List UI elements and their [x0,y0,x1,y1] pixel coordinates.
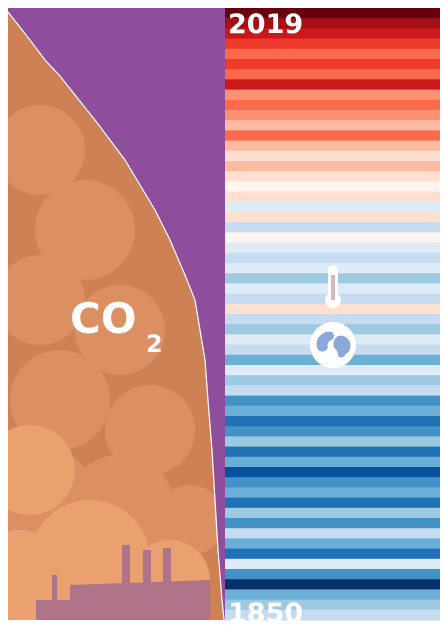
stripe [225,538,440,550]
stripe [225,59,440,70]
stripe [225,242,440,254]
emission-edge [7,11,225,621]
stripe [225,395,440,407]
stripe [225,416,440,427]
factory [36,545,210,620]
stripe [225,8,440,19]
stripe [225,365,440,376]
globe-icon [310,322,356,368]
stripe [225,201,440,213]
stripe [225,48,440,60]
thermometer-icon [325,265,341,308]
stripe [225,38,440,50]
warming-stripes [225,8,440,621]
stripe [225,303,440,315]
bottom-year: 1850 [228,598,303,625]
stripe [225,79,440,91]
stripe [225,18,440,29]
stripe [225,609,440,621]
stripe [225,150,440,162]
stripe [225,110,440,121]
stripe [225,314,440,325]
stripe [225,191,440,203]
stripe [225,579,440,590]
co2-subscript: 2 [146,330,163,358]
stripe [225,467,440,478]
stripe [225,507,440,519]
stripe [225,385,440,397]
stripe [225,161,440,172]
stripe [225,130,440,142]
stripe [225,528,440,539]
stripe [225,436,440,448]
stripe [225,222,440,233]
stripe [225,252,440,264]
stripe [225,569,440,580]
stripe [225,69,440,80]
stripe [225,181,440,193]
stripe [225,28,440,40]
stripe [225,405,440,417]
stripe [225,548,440,560]
top-year: 2019 [228,9,303,40]
stripe [225,599,440,611]
stripe [225,99,440,111]
stripe [225,232,440,244]
stripe [225,497,440,509]
co2-label: CO [70,294,137,343]
stripe [225,446,440,458]
stripe [225,375,440,386]
stripe [225,477,440,488]
stripe [225,487,440,499]
stripe [225,171,440,182]
stripe [225,456,440,468]
stripe [225,558,440,570]
stripe [225,518,440,529]
stripe [225,212,440,223]
stripe [225,589,440,601]
stripe [225,120,440,131]
stripe [225,426,440,437]
stripe [225,140,440,152]
stripe [225,89,440,101]
